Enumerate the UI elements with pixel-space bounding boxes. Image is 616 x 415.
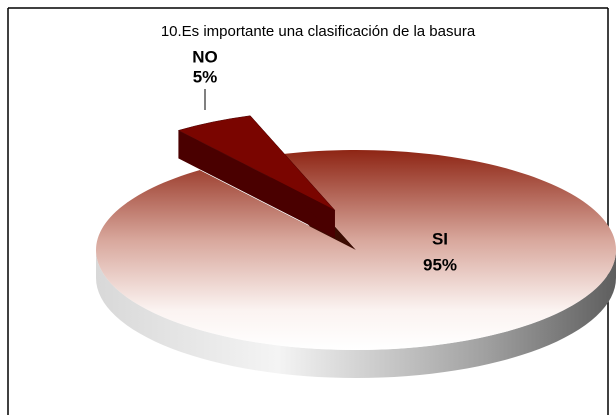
slice-value-label: 5% xyxy=(193,67,218,86)
slice-label: NO xyxy=(192,47,218,66)
slice-label: SI xyxy=(432,229,448,248)
chart-title: 10.Es importante una clasificación de la… xyxy=(161,23,476,40)
chart-frame xyxy=(7,7,609,415)
slice xyxy=(177,115,336,211)
slice-value-label: 95% xyxy=(423,255,457,274)
slice-side xyxy=(96,250,616,378)
slice-cut-face xyxy=(178,130,335,239)
slice xyxy=(95,150,616,350)
